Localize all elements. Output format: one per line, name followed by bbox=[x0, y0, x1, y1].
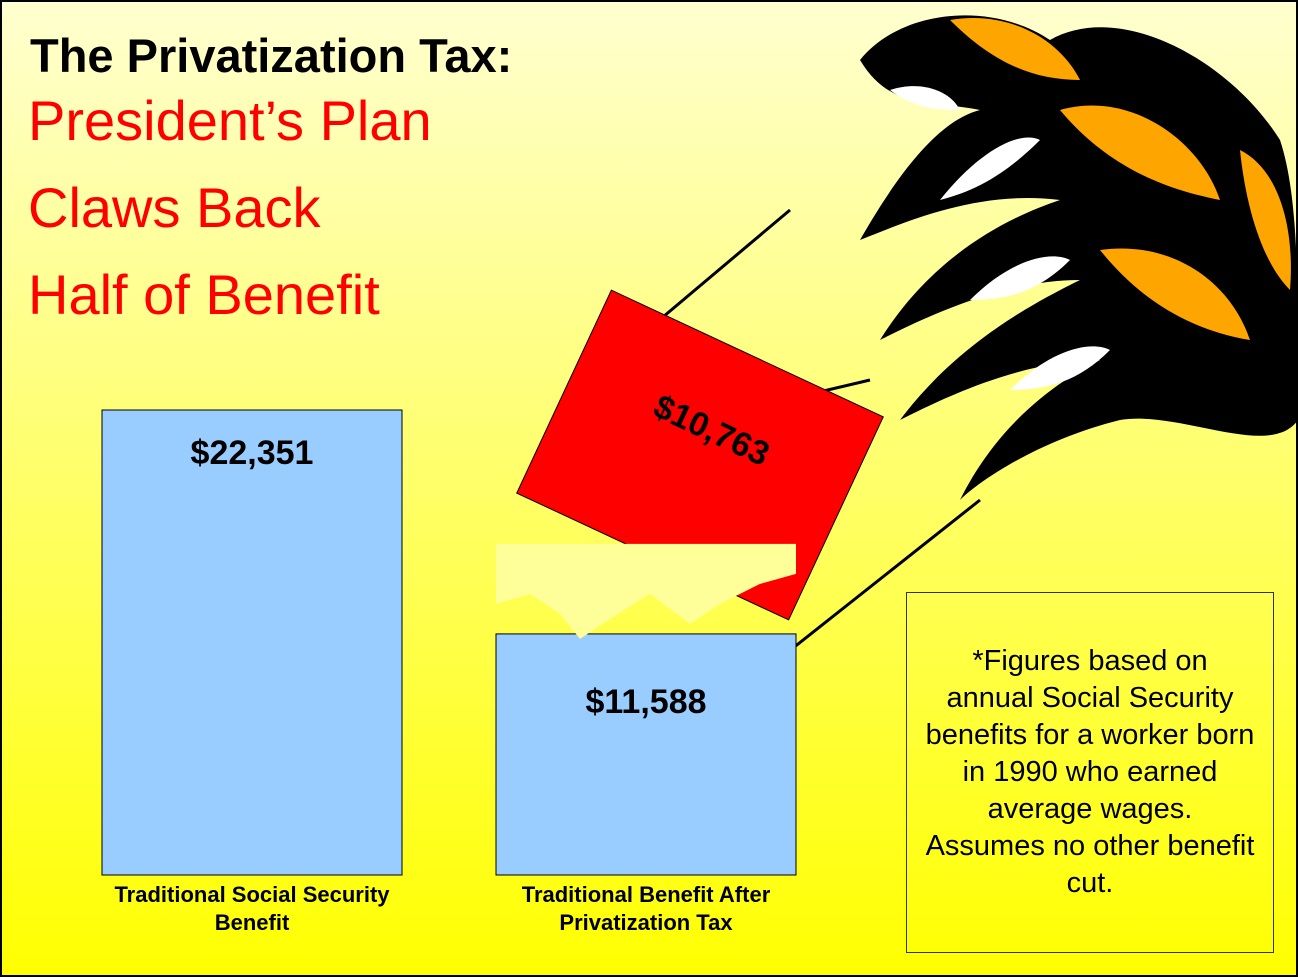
value-label: $22,351 bbox=[191, 434, 314, 472]
clawed-piece: $10,763 bbox=[516, 289, 884, 621]
x-tick-label: Traditional Social Security Benefit bbox=[114, 882, 390, 935]
subtitle: President’s Plan bbox=[28, 89, 432, 152]
x-tick-label: Traditional Benefit After Privatization … bbox=[521, 882, 771, 935]
chart-title: The Privatization Tax: bbox=[30, 29, 513, 82]
footnote: *Figures based on annual Social Security… bbox=[906, 592, 1274, 953]
tear-edge bbox=[496, 543, 796, 639]
subtitle: Half of Benefit bbox=[28, 263, 380, 326]
subtitle: Claws Back bbox=[28, 176, 321, 239]
bar bbox=[495, 633, 797, 876]
value-label: $11,588 bbox=[585, 683, 706, 721]
bar bbox=[101, 409, 403, 876]
